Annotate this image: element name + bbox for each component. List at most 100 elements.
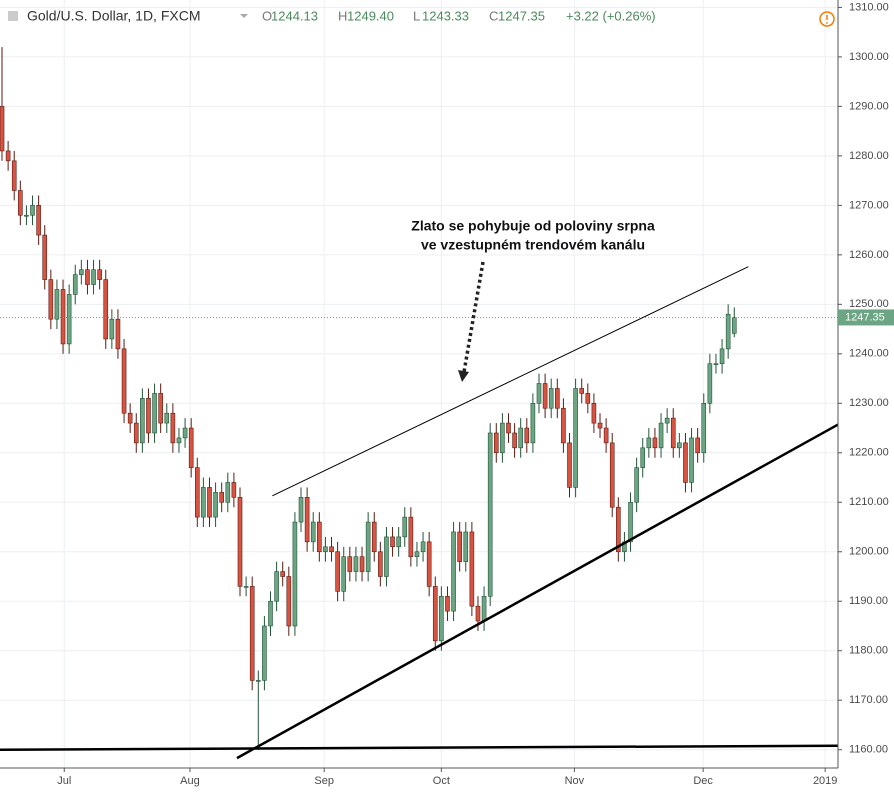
candle-body — [414, 551, 420, 558]
candle-body — [384, 536, 389, 577]
dropdown-icon[interactable] — [240, 14, 248, 18]
candle-body — [365, 521, 371, 572]
candle-body — [304, 497, 310, 543]
candle-body — [616, 506, 621, 553]
candle-body — [457, 531, 462, 562]
collapse-icon[interactable] — [8, 11, 18, 21]
candle-body — [317, 521, 322, 553]
y-tick-label: 1180.00 — [849, 645, 888, 657]
candle-body — [268, 600, 273, 627]
candle-body — [54, 289, 60, 320]
candle-body — [683, 442, 688, 483]
candle-body — [463, 531, 469, 562]
candle-body — [201, 487, 206, 518]
y-tick-label: 1240.00 — [849, 348, 889, 360]
candle-body — [207, 487, 212, 518]
candle-body — [30, 205, 35, 216]
candle-body — [347, 556, 353, 572]
y-tick-label: 1250.00 — [849, 298, 889, 310]
candle-body — [72, 274, 78, 295]
x-tick-label: 2019 — [813, 775, 837, 787]
candle-body — [146, 398, 151, 434]
candle-body — [609, 442, 615, 508]
candle-body — [121, 348, 127, 414]
candle-body — [652, 437, 658, 449]
alert-icon[interactable] — [819, 11, 835, 27]
grid — [0, 0, 838, 768]
candle-body — [567, 442, 572, 488]
candle-body — [390, 536, 395, 548]
candle-body — [79, 269, 84, 275]
candle-body — [42, 234, 48, 280]
candle-body — [36, 205, 41, 236]
candle-body — [249, 586, 255, 681]
candle-body — [628, 501, 633, 543]
y-tick-label: 1280.00 — [849, 150, 889, 162]
candle-body — [396, 536, 401, 548]
candle-body — [335, 551, 340, 592]
candle-body — [48, 279, 54, 320]
y-tick-label: 1200.00 — [849, 546, 889, 558]
y-tick-label: 1270.00 — [849, 199, 889, 211]
annotation-arrow — [462, 261, 485, 373]
candle-body — [133, 422, 139, 444]
candle-body — [420, 541, 426, 553]
candle-body — [85, 269, 90, 285]
candle-body — [701, 402, 707, 454]
candle-body — [524, 427, 530, 444]
candle-body — [731, 317, 737, 334]
candle-body — [5, 150, 11, 162]
candle-body — [451, 531, 456, 612]
candle-body — [658, 422, 664, 449]
candle-body — [109, 318, 115, 340]
candle-body — [634, 467, 639, 503]
candle-body — [475, 605, 481, 622]
candle-body — [439, 595, 444, 642]
y-tick-label: 1210.00 — [849, 496, 889, 508]
y-tick-label: 1310.00 — [849, 1, 889, 13]
x-tick-label: Nov — [565, 775, 585, 787]
candle-body — [445, 595, 450, 612]
candle-body — [603, 427, 609, 444]
candle-body — [225, 482, 231, 503]
candle-body — [432, 586, 438, 642]
candle-body — [231, 482, 237, 498]
trend-line — [236, 423, 839, 760]
candle-body — [371, 521, 377, 553]
candle-body — [280, 571, 286, 577]
x-tick-label: Dec — [693, 775, 713, 787]
candle-body — [677, 442, 682, 449]
candle-body — [555, 388, 560, 409]
candle-body — [310, 521, 316, 543]
candle-body — [292, 521, 298, 627]
candle-body — [66, 294, 72, 345]
candle-body — [536, 383, 542, 404]
candle-body — [530, 402, 536, 444]
candle-body — [640, 447, 646, 468]
candle-body — [506, 422, 511, 434]
annotation: ve vzestupném trendovém kanálu — [421, 237, 645, 253]
candle-body — [591, 402, 597, 424]
candle-body — [561, 407, 566, 444]
candle-body — [237, 497, 243, 587]
candle-body — [97, 269, 102, 280]
candle-body — [402, 516, 408, 538]
trend-line — [0, 744, 839, 751]
symbol-title: Gold/U.S. Dollar, 1D, FXCM — [27, 8, 201, 24]
candle-body — [0, 106, 5, 152]
x-tick-label: Oct — [433, 775, 450, 787]
candle-body — [378, 551, 383, 577]
ohlc-value: 1249.40 — [347, 8, 394, 23]
candle-body — [11, 160, 17, 191]
ohlc-value: 1243.33 — [422, 8, 469, 23]
y-tick-label: 1170.00 — [849, 694, 888, 706]
ohlc-label: C — [489, 8, 498, 23]
candle-body — [713, 363, 719, 366]
candle-body — [707, 363, 713, 404]
y-tick-label: 1300.00 — [849, 51, 889, 63]
candle-body — [256, 680, 261, 682]
x-tick-label: Jul — [57, 775, 71, 787]
ohlc-label: L — [413, 8, 420, 23]
